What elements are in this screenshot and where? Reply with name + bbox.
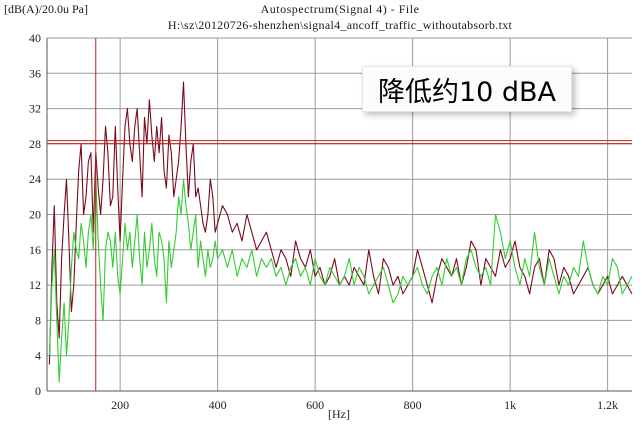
y-tick-label: 20 (29, 208, 41, 222)
grid (47, 37, 632, 391)
y-tick-label: 28 (29, 137, 41, 151)
y-tick-label: 24 (29, 172, 41, 186)
x-tick-label: 200 (111, 398, 129, 412)
annotation-box: 降低约10 dBA (362, 66, 572, 112)
chart-title: Autospectrum(Signal 4) - File (260, 2, 420, 16)
series-line-2 (48, 178, 633, 383)
x-tick-label: 1k (504, 398, 516, 412)
y-tick-label: 16 (29, 243, 41, 257)
series-line-1 (48, 81, 633, 365)
cursors (47, 38, 632, 391)
x-axis-label: [Hz] (328, 407, 350, 421)
y-tick-label: 36 (29, 66, 41, 80)
x-tick-label: 400 (209, 398, 227, 412)
y-tick-label: 12 (29, 278, 41, 292)
series-lines (48, 81, 633, 383)
y-tick-label: 4 (35, 349, 41, 363)
tick-labels: 0 4 8 12 16 20 24 28 32 36 40 200 400 600 800 1k 1.2k (29, 31, 618, 412)
x-tick-label: 600 (306, 398, 324, 412)
y-tick-label: 40 (29, 31, 41, 45)
x-tick-label: 800 (404, 398, 422, 412)
x-tick-label: 1.2k (597, 398, 618, 412)
annotation-text: 降低约10 dBA (377, 76, 557, 108)
chart-subtitle: H:\sz\20120726-shenzhen\signal4_ancoff_t… (167, 18, 513, 32)
y-tick-label: 0 (35, 384, 41, 398)
y-axis-title: [dB(A)/20.0u Pa] (4, 2, 88, 16)
y-tick-label: 32 (29, 102, 41, 116)
y-tick-label: 8 (35, 313, 41, 327)
